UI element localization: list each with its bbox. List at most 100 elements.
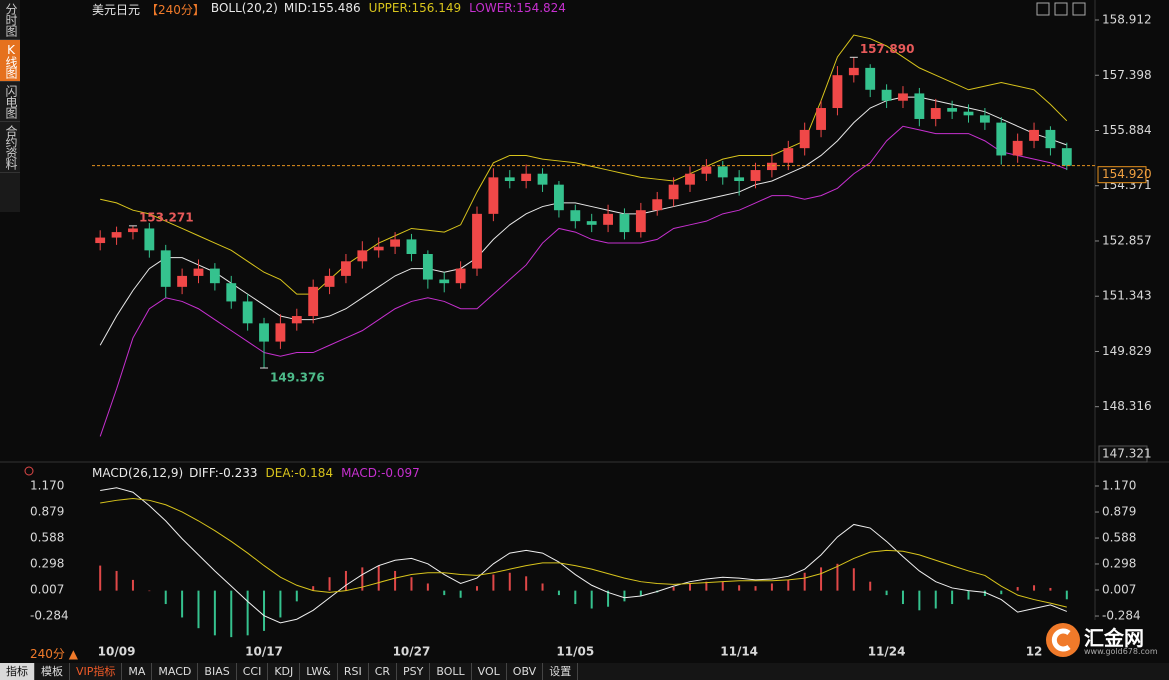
candle-body xyxy=(586,221,597,225)
candle-body xyxy=(603,213,613,225)
indicator-tab[interactable]: 指标 xyxy=(0,663,35,680)
sidebar-tab[interactable]: 分时图 xyxy=(0,0,20,40)
macd-bar xyxy=(525,576,528,591)
y-tick-label: 149.829 xyxy=(1102,344,1152,358)
macd-bar xyxy=(131,579,134,591)
y-tick-label: -0.284 xyxy=(1102,609,1141,623)
price-header: 美元日元 【240分】 BOLL(20,2) MID:155.486 UPPER:… xyxy=(92,1,566,18)
indicator-tab[interactable]: VIP指标 xyxy=(70,663,123,680)
annotation-label: 149.376 xyxy=(270,371,325,385)
macd-bar xyxy=(574,590,577,605)
sidebar-tab[interactable]: K线图 xyxy=(0,40,20,82)
macd-bar xyxy=(377,565,380,591)
indicator-tab[interactable]: 模板 xyxy=(35,663,70,680)
y-tick-label: 158.912 xyxy=(1102,13,1152,27)
macd-bar xyxy=(312,586,315,591)
candle-body xyxy=(455,268,466,284)
macd-line xyxy=(100,487,1067,624)
candle-body xyxy=(914,93,925,119)
candle-body xyxy=(783,148,794,163)
indicator-tab[interactable]: LW& xyxy=(300,663,338,680)
y-min-label: 147.321 xyxy=(1102,447,1152,461)
boll-values: MID:155.486 UPPER:156.149 LOWER:154.824 xyxy=(284,1,566,18)
indicator-tab[interactable]: MACD xyxy=(152,663,199,680)
candle-body xyxy=(865,67,876,90)
candle-body xyxy=(996,122,1007,156)
indicator-tab[interactable]: PSY xyxy=(397,663,431,680)
sidebar-tab[interactable]: 闪电图 xyxy=(0,82,20,122)
indicator-tab[interactable]: BIAS xyxy=(198,663,237,680)
candle-body xyxy=(1029,129,1039,141)
macd-bar xyxy=(803,572,806,591)
candle-body xyxy=(554,184,564,211)
macd-bar xyxy=(639,590,642,596)
macd-bar xyxy=(607,590,610,607)
sidebar: 分时图 K线图 闪电图 合约资料 xyxy=(0,0,20,212)
indicator-tab[interactable]: CR xyxy=(369,663,398,680)
macd-bar xyxy=(508,572,511,591)
y-tick-label: 157.398 xyxy=(1102,68,1152,82)
settings-icon[interactable] xyxy=(24,466,34,476)
period-selector[interactable]: 240分 ▲ xyxy=(30,647,78,661)
logo-icon xyxy=(1046,623,1080,657)
y-tick-label: 0.007 xyxy=(1102,583,1136,597)
candle-body xyxy=(799,129,810,149)
macd-bar xyxy=(328,577,331,591)
indicator-tab[interactable]: MA xyxy=(122,663,153,680)
boll-line xyxy=(100,34,1068,295)
macd-bar xyxy=(197,590,200,629)
macd-bar xyxy=(672,587,675,591)
candle-body xyxy=(635,210,646,233)
candle-body xyxy=(259,323,269,342)
y-tick-label-left: 0.879 xyxy=(30,505,64,519)
candle-body xyxy=(341,261,351,276)
macd-bar xyxy=(754,586,757,591)
indicator-tab[interactable]: VOL xyxy=(472,663,507,680)
symbol: 美元日元 xyxy=(92,3,141,17)
x-tick-label: 10/09 xyxy=(98,645,136,659)
last-price-box xyxy=(1097,166,1147,184)
candle-body xyxy=(521,173,532,182)
candle-body xyxy=(422,253,433,280)
annotation-label: 153.271 xyxy=(139,210,194,224)
logo: 汇金网 www.gold678.com xyxy=(1042,620,1167,660)
candle-body xyxy=(668,184,679,200)
macd-bar xyxy=(918,590,921,611)
candle-body xyxy=(832,75,843,109)
macd-bar xyxy=(787,579,790,591)
candle-body xyxy=(717,166,728,178)
macd-bar xyxy=(361,567,364,591)
candle-body xyxy=(242,301,253,324)
indicator-tab[interactable]: KDJ xyxy=(268,663,301,680)
macd-bar xyxy=(820,567,823,591)
x-tick-label: 10/27 xyxy=(393,645,431,659)
candle-body xyxy=(177,275,188,287)
macd-bar xyxy=(459,590,462,598)
indicator-tab[interactable]: BOLL xyxy=(430,663,472,680)
candle-body xyxy=(963,111,974,116)
window-controls xyxy=(1036,2,1086,16)
macd-bar xyxy=(1049,587,1052,591)
macd-bar xyxy=(492,574,495,591)
macd-bar xyxy=(279,590,282,618)
indicator-tab[interactable]: 设置 xyxy=(543,663,579,680)
macd-label: MACD:-0.097 xyxy=(341,466,420,480)
macd-bar xyxy=(869,581,872,591)
y-tick-label: 1.170 xyxy=(1102,479,1136,493)
indicator-tab[interactable]: OBV xyxy=(507,663,544,680)
macd-bar xyxy=(983,590,986,596)
last-price-label: 154.920 xyxy=(1102,167,1152,181)
annotation-label: 157.890 xyxy=(860,42,915,56)
sidebar-tab[interactable]: 合约资料 xyxy=(0,122,20,173)
candle-body xyxy=(848,67,859,76)
candle-body xyxy=(750,170,761,182)
indicator-tab[interactable]: CCI xyxy=(237,663,269,680)
y-tick-label: 155.884 xyxy=(1102,123,1152,137)
macd-line xyxy=(100,498,1067,608)
macd-bar xyxy=(623,590,626,602)
candle-body xyxy=(373,246,384,251)
candle-body xyxy=(144,228,155,251)
candle-body xyxy=(766,162,777,171)
macd-bar xyxy=(213,590,216,636)
indicator-tab[interactable]: RSI xyxy=(338,663,369,680)
